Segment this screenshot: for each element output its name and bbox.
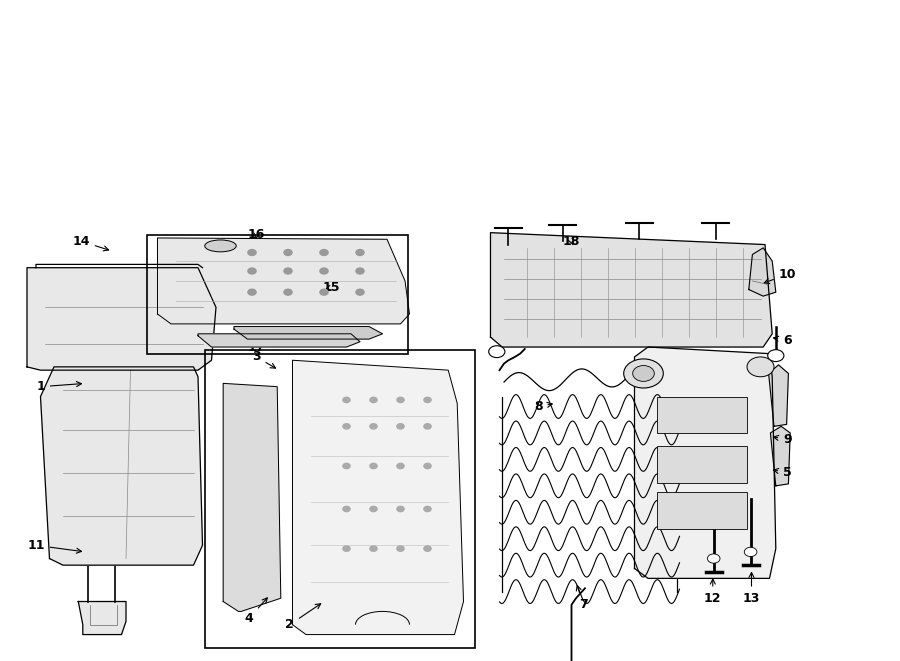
Circle shape	[747, 357, 774, 377]
Text: 9: 9	[773, 433, 792, 446]
Circle shape	[248, 290, 256, 295]
Circle shape	[768, 350, 784, 362]
Circle shape	[248, 268, 256, 274]
Circle shape	[633, 366, 654, 381]
Polygon shape	[223, 383, 281, 611]
Text: 15: 15	[322, 281, 340, 294]
Circle shape	[397, 424, 404, 429]
Bar	[147, 235, 408, 354]
Circle shape	[356, 268, 364, 274]
Polygon shape	[198, 334, 360, 347]
Text: 5: 5	[773, 466, 792, 479]
Polygon shape	[769, 365, 788, 426]
Circle shape	[489, 346, 505, 358]
Circle shape	[397, 506, 404, 512]
Text: 13: 13	[742, 572, 760, 605]
Text: 4: 4	[245, 598, 267, 625]
Polygon shape	[158, 238, 410, 324]
Polygon shape	[491, 233, 772, 347]
Circle shape	[397, 463, 404, 469]
Polygon shape	[40, 367, 202, 565]
Text: 16: 16	[248, 228, 266, 241]
Circle shape	[284, 250, 292, 255]
Circle shape	[424, 424, 431, 429]
Circle shape	[370, 546, 377, 551]
Circle shape	[320, 268, 328, 274]
Polygon shape	[292, 360, 464, 635]
Circle shape	[284, 268, 292, 274]
Circle shape	[370, 424, 377, 429]
Circle shape	[370, 397, 377, 403]
Circle shape	[370, 463, 377, 469]
Circle shape	[343, 424, 350, 429]
Circle shape	[343, 546, 350, 551]
Bar	[657, 397, 747, 433]
Circle shape	[248, 250, 256, 255]
Circle shape	[343, 506, 350, 512]
Circle shape	[424, 506, 431, 512]
Bar	[205, 350, 475, 648]
Text: 8: 8	[534, 400, 553, 413]
Circle shape	[707, 554, 720, 563]
Polygon shape	[749, 248, 776, 296]
Circle shape	[397, 397, 404, 403]
Text: 12: 12	[704, 579, 722, 605]
Polygon shape	[634, 347, 776, 578]
Text: 6: 6	[773, 334, 792, 347]
Circle shape	[343, 397, 350, 403]
Circle shape	[744, 547, 757, 557]
Circle shape	[370, 506, 377, 512]
Polygon shape	[770, 426, 790, 486]
Circle shape	[424, 397, 431, 403]
Circle shape	[320, 290, 328, 295]
Text: 10: 10	[764, 268, 796, 284]
Circle shape	[397, 546, 404, 551]
Ellipse shape	[205, 240, 236, 252]
Circle shape	[343, 463, 350, 469]
Circle shape	[320, 250, 328, 255]
Circle shape	[424, 546, 431, 551]
Text: 11: 11	[27, 539, 82, 553]
Bar	[657, 492, 747, 529]
Polygon shape	[234, 327, 382, 339]
Text: 1: 1	[36, 380, 82, 393]
Circle shape	[424, 463, 431, 469]
Circle shape	[284, 290, 292, 295]
Circle shape	[624, 359, 663, 388]
Text: 14: 14	[72, 235, 109, 251]
Text: 2: 2	[285, 603, 320, 631]
Circle shape	[356, 290, 364, 295]
Text: 3: 3	[252, 350, 275, 368]
Text: 7: 7	[576, 586, 588, 611]
Polygon shape	[78, 602, 126, 635]
Text: 18: 18	[562, 235, 580, 248]
Bar	[657, 446, 747, 483]
Circle shape	[356, 250, 364, 255]
Text: 17: 17	[248, 338, 271, 354]
Polygon shape	[27, 268, 216, 370]
